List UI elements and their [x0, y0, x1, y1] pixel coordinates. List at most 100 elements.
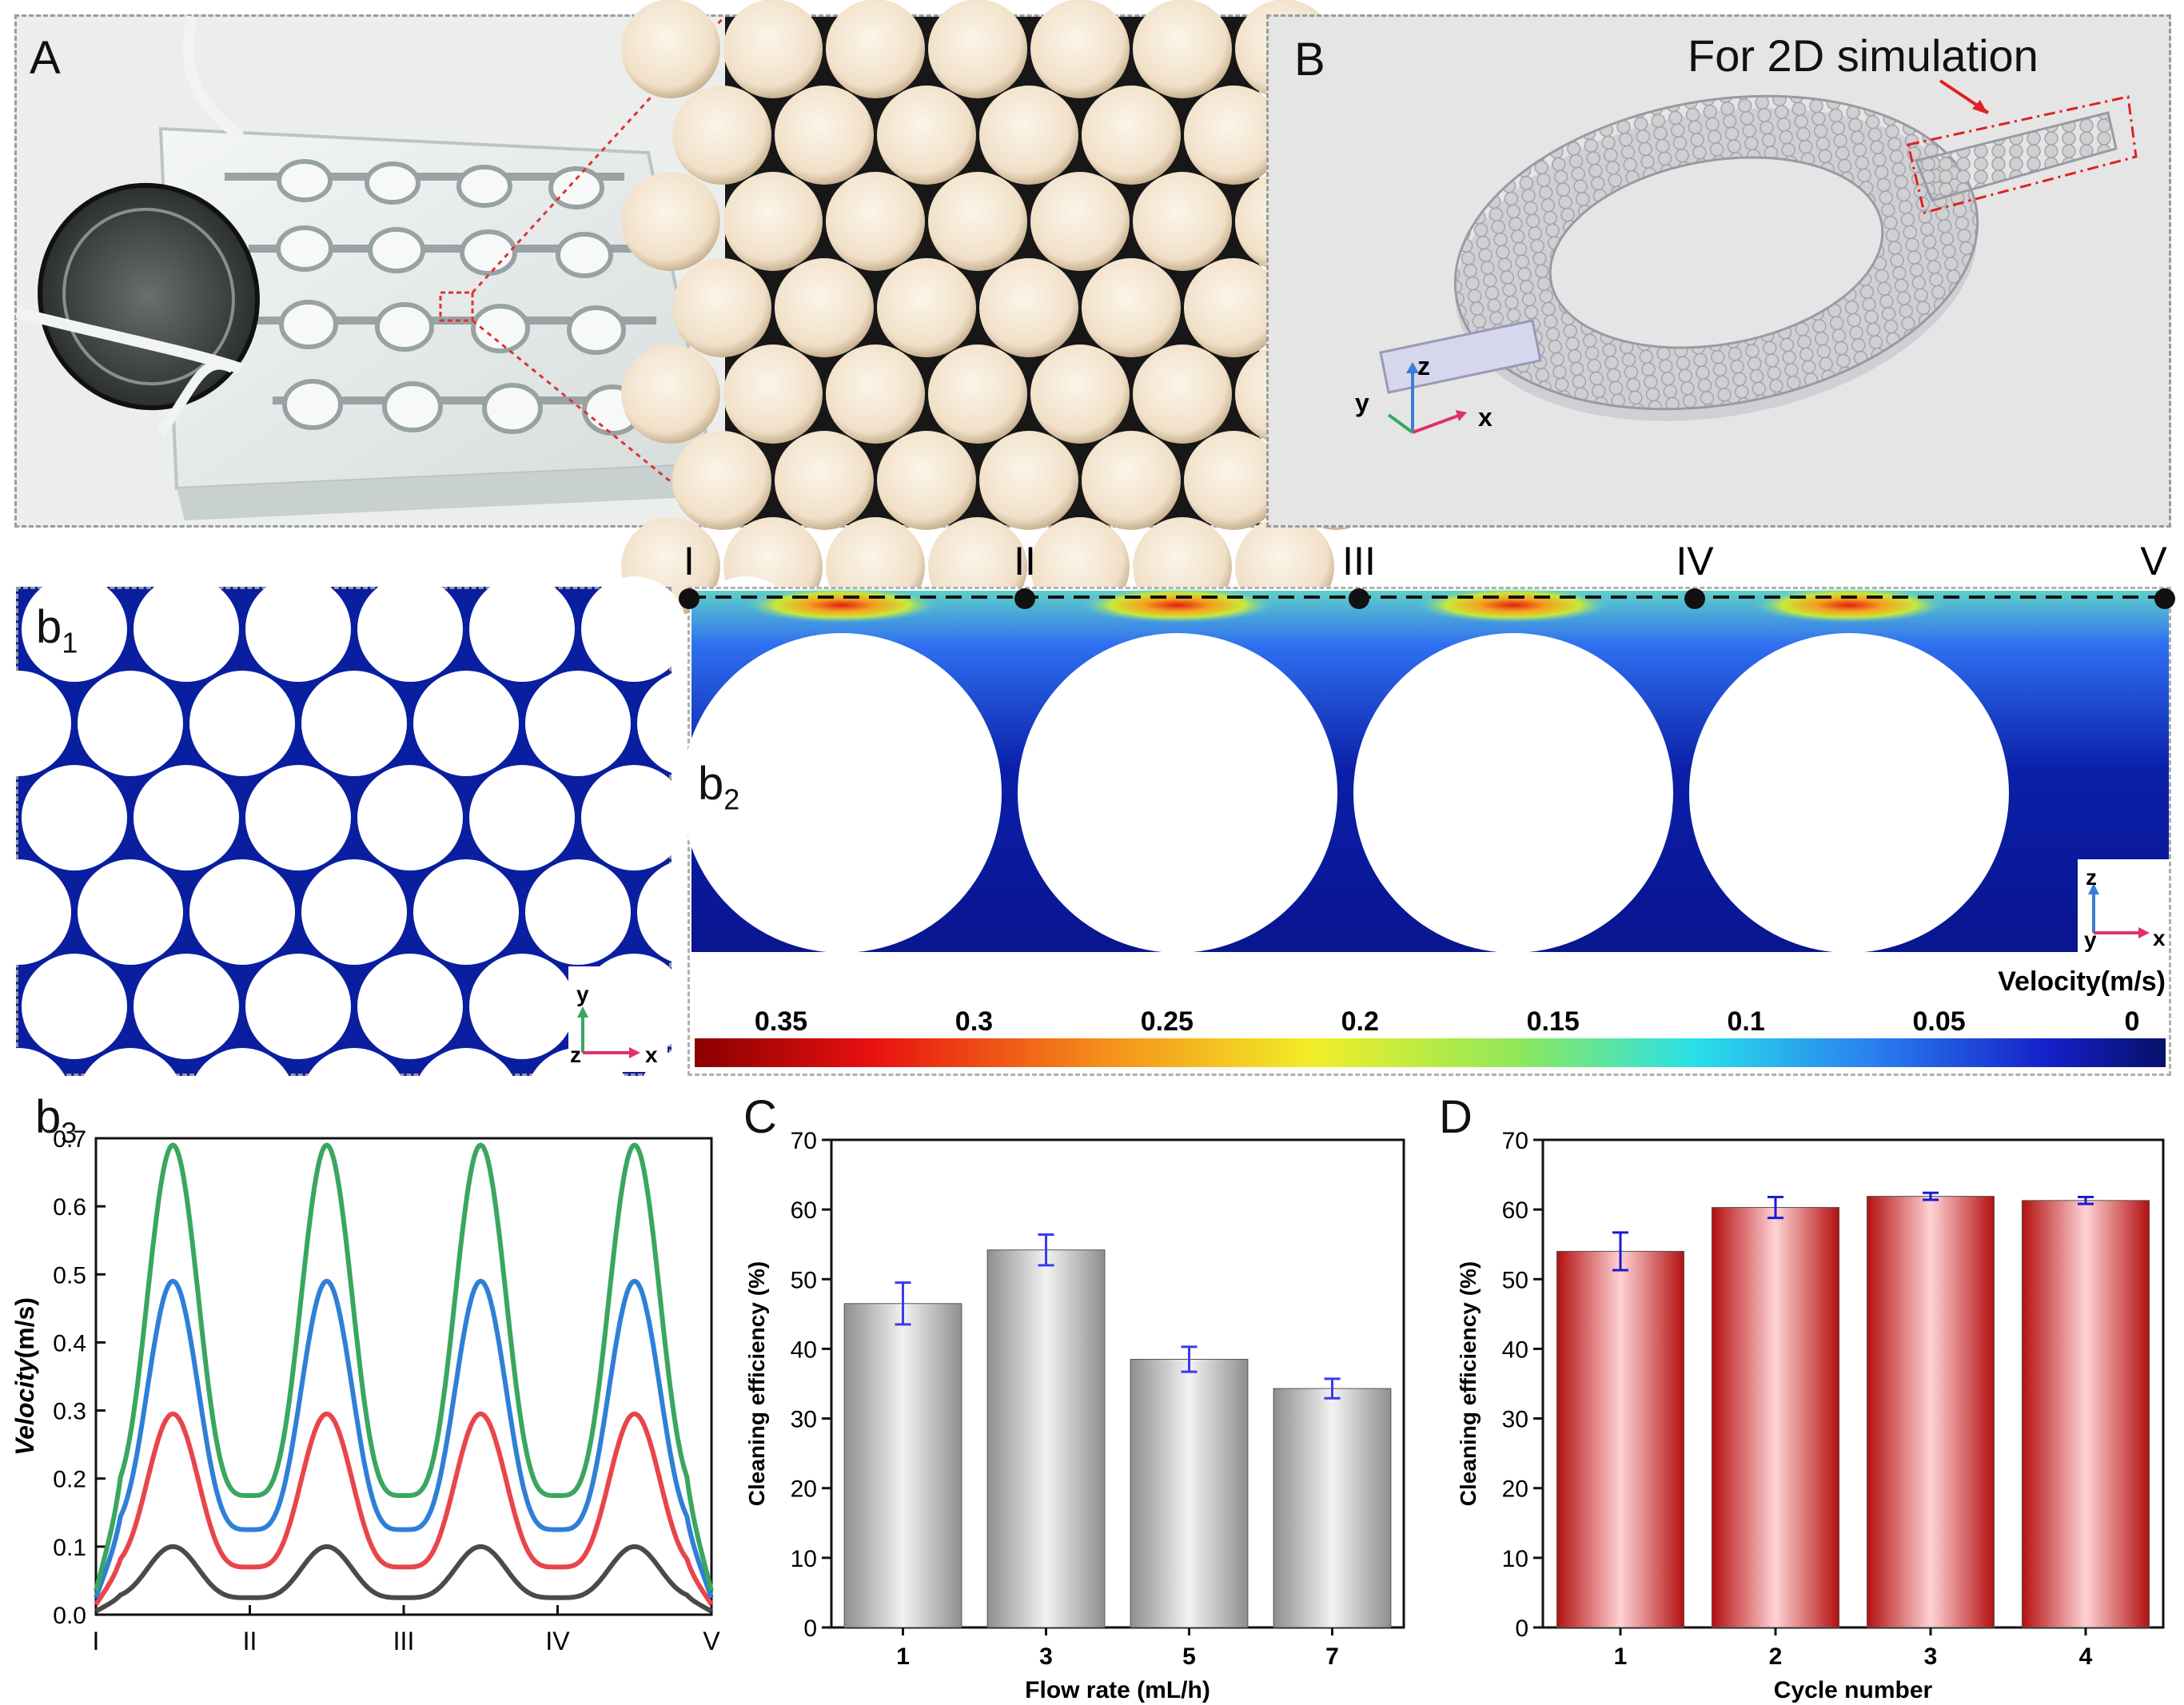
- b1-axis-y: y: [576, 982, 589, 1006]
- bead: [621, 345, 720, 444]
- chart-d-frame: [1541, 1138, 2165, 1629]
- b1-bead: [189, 1048, 295, 1153]
- axis-y-label: y: [1355, 388, 1369, 417]
- axis-z-label: z: [1417, 352, 1430, 380]
- b3-series-line: [94, 1278, 714, 1599]
- b2-velocity-field: z y x Velocity(m/s) 0.35 0.3 0.25 0.2 0.15 0.…: [682, 588, 2169, 1067]
- b1-bead: [469, 576, 575, 682]
- chart-d-bar: [2021, 1200, 2150, 1628]
- b1-bead: [245, 954, 351, 1059]
- chart-c-ytick-label: 70: [791, 1128, 817, 1154]
- b1-bead: [0, 1048, 71, 1153]
- bead: [723, 172, 823, 271]
- b3-series-line: [94, 1142, 714, 1591]
- b1-bead: [301, 859, 407, 965]
- chart-d-ytick-label: 50: [1502, 1267, 1528, 1293]
- section-label: III: [1342, 539, 1376, 584]
- b3-ytick-label: 0.7: [53, 1126, 86, 1153]
- bead: [928, 0, 1027, 98]
- colorbar-tick-label: 0: [2125, 1006, 2140, 1037]
- bead: [775, 431, 874, 530]
- chart-c-ylabel: Cleaning efficiency (%): [744, 1261, 769, 1507]
- bead: [723, 0, 823, 98]
- chart-d-ytick-label: 70: [1502, 1128, 1528, 1154]
- b1-bead: [134, 765, 239, 870]
- b1-sub: 1: [62, 626, 78, 659]
- chart-c-ytick-label: 30: [791, 1407, 817, 1433]
- chart-d-xtick-label: 4: [2079, 1643, 2093, 1670]
- bead: [1030, 0, 1130, 98]
- b1-bead: [525, 859, 631, 965]
- bead: [826, 172, 925, 271]
- panel-a: A: [14, 0, 1385, 616]
- panel-c-label: C: [743, 1091, 777, 1143]
- bead: [877, 431, 976, 530]
- colorbar-tick-label: 0.25: [1141, 1006, 1194, 1037]
- bead: [1030, 172, 1130, 271]
- b1-letter: b: [36, 601, 62, 653]
- b3-series-line: [94, 1544, 713, 1614]
- b3-ytick-label: 0.3: [53, 1399, 86, 1425]
- bead: [672, 258, 771, 357]
- b1-axis-x: x: [645, 1042, 658, 1067]
- b1-bead: [525, 671, 631, 776]
- chart-d-ytick-label: 0: [1515, 1615, 1528, 1642]
- chart-c-bar: [843, 1303, 962, 1628]
- panel-b2: z y x Velocity(m/s) 0.35 0.3 0.25 0.2 0.15 0.…: [682, 587, 2171, 1076]
- bead: [1184, 431, 1283, 530]
- b1-bead: [0, 780, 15, 855]
- section-label: II: [1014, 539, 1036, 584]
- chart-d-bar: [1556, 1250, 1685, 1628]
- chart-c-ytick-label: 20: [791, 1476, 817, 1503]
- b3-ytick-label: 0.4: [53, 1330, 86, 1356]
- colorbar-tick-label: 0.15: [1527, 1006, 1580, 1037]
- bead: [1133, 172, 1232, 271]
- b1-bead-flow: y z x: [0, 576, 855, 1153]
- b1-bead: [0, 592, 15, 667]
- bead: [1030, 345, 1130, 444]
- bead: [1184, 86, 1283, 185]
- chart-d-xtick-label: 1: [1614, 1643, 1628, 1670]
- chart-d-ytick-label: 10: [1502, 1546, 1528, 1572]
- bead: [1082, 86, 1181, 185]
- b1-bead: [357, 576, 463, 682]
- b3-series-line: [94, 1411, 714, 1606]
- chart-c-xtick-label: 1: [896, 1643, 910, 1670]
- bead: [775, 258, 874, 357]
- b1-bead: [22, 765, 127, 870]
- bead: [1133, 0, 1232, 98]
- b1-axis-z: z: [570, 1042, 581, 1067]
- chart-c-xtick-label: 5: [1182, 1643, 1196, 1670]
- bead: [877, 258, 976, 357]
- chart-d-ytick-label: 40: [1502, 1337, 1528, 1363]
- chart-c: 0 10 20 30 40 50 60 70 1 3 5 7 Flow rate (mL/h) Clean…: [744, 1128, 1405, 1703]
- section-marker: [679, 588, 699, 609]
- colorbar-tick-label: 0.1: [1728, 1006, 1765, 1037]
- b3-sub: 3: [61, 1116, 78, 1149]
- b1-bead: [357, 765, 463, 870]
- section-marker: [2154, 588, 2175, 609]
- bead: [979, 86, 1078, 185]
- ring-device: z y x: [1355, 79, 2138, 434]
- b1-bead: [413, 1048, 519, 1153]
- b1-bead: [78, 671, 183, 776]
- b1-bead: [0, 671, 71, 776]
- b1-bead: [469, 765, 575, 870]
- chart-c-ytick-label: 0: [803, 1615, 817, 1642]
- b3-ytick-label: 0.1: [53, 1535, 86, 1561]
- b1-bead: [78, 1048, 183, 1153]
- b2-axis-z: z: [2086, 865, 2097, 890]
- colorbar-tick-label: 0.2: [1341, 1006, 1379, 1037]
- b1-bead: [581, 576, 687, 682]
- bead: [928, 172, 1027, 271]
- b3-ytick-label: 0.0: [53, 1603, 86, 1629]
- bead: [672, 86, 771, 185]
- b3-ylabel: Velocity(m/s): [10, 1297, 39, 1456]
- chart-d-xlabel: Cycle number: [1774, 1677, 1933, 1703]
- b3-letter: b: [35, 1091, 62, 1143]
- bead: [723, 345, 823, 444]
- b3-ylabel-italic: Velocity: [10, 1356, 39, 1456]
- chart-d-ytick-label: 30: [1502, 1407, 1528, 1433]
- bead: [1184, 258, 1283, 357]
- section-marker: [1684, 588, 1705, 609]
